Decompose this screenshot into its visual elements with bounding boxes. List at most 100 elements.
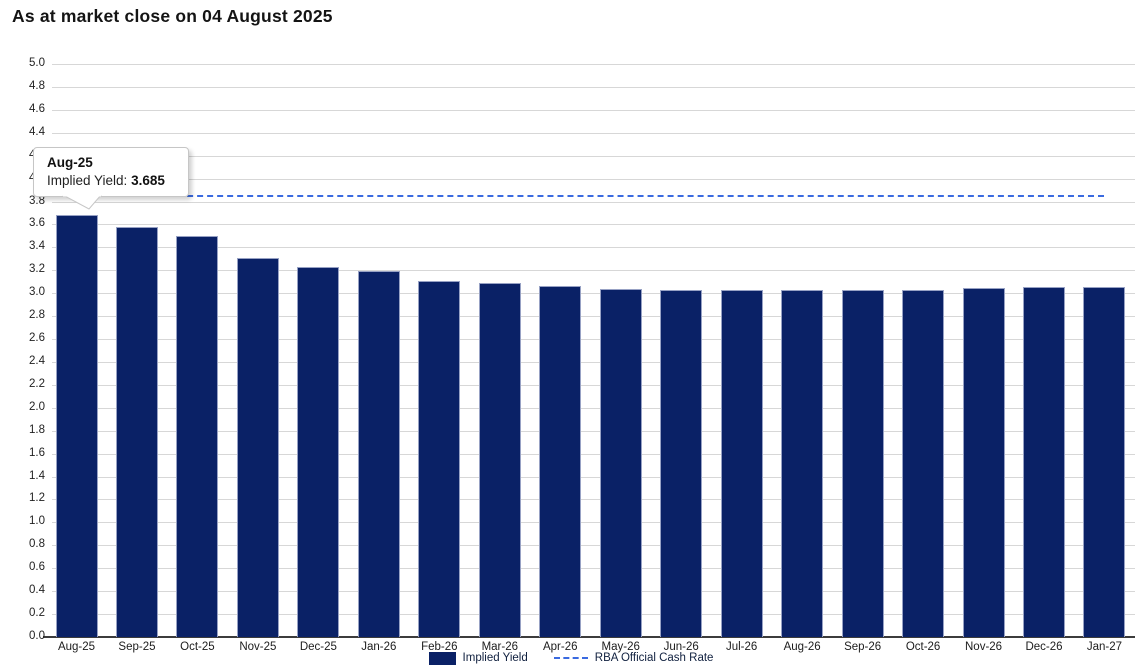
gridline [52,109,1135,111]
y-axis-tick-label: 3.8 [29,194,45,207]
y-axis-tick-label: 0.2 [29,607,45,620]
x-axis-tick-label: Oct-26 [905,641,941,653]
legend: Implied Yield RBA Official Cash Rate [0,649,1142,667]
gridline [52,155,1135,157]
y-axis-tick-label: 4.6 [29,102,45,115]
x-axis-tick-label: Oct-25 [180,641,215,653]
x-axis-tick-label: Nov-25 [239,641,277,653]
bar-nov-26[interactable] [962,288,1005,637]
y-axis-tick-label: 0.8 [29,538,45,551]
legend-item-cash-rate[interactable]: RBA Official Cash Rate [553,652,714,664]
x-axis-tick-label: Aug-25 [57,641,96,653]
dashed-line-swatch-icon [553,657,588,659]
gridline [52,614,1135,616]
x-axis-tick-label: Apr-26 [542,641,578,653]
gridline [52,64,1135,65]
y-axis-tick-label: 1.4 [29,469,45,482]
y-axis-tick-label: 1.2 [29,492,45,505]
gridline [52,384,1135,386]
bar-aug-25[interactable] [55,214,98,637]
bar-may-26[interactable] [599,289,642,637]
tooltip-series-label: Implied Yield: [47,173,128,188]
x-axis-tick-label: Dec-25 [299,641,337,653]
y-axis-tick-label: 1.0 [29,515,45,528]
y-axis-tick-label: 2.6 [29,332,45,345]
y-axis-tick-label: 0.6 [29,561,45,574]
y-axis-tick-label: 2.2 [29,377,45,390]
bar-apr-26[interactable] [539,285,582,637]
y-axis-tick-label: 3.0 [29,286,45,299]
tooltip: Aug-25 Implied Yield: 3.685 [33,147,189,210]
bar-dec-26[interactable] [1023,286,1066,637]
x-axis-line [43,636,1135,638]
gridline [52,430,1135,432]
tooltip-pointer-icon [62,195,102,210]
y-axis-tick-label: 3.6 [29,217,45,230]
tooltip-row: Implied Yield: 3.685 [47,173,175,188]
legend-item-implied-yield[interactable]: Implied Yield [428,651,528,665]
x-axis-tick-label: Jan-27 [1086,641,1123,653]
x-axis-tick-label: Dec-26 [1025,641,1063,653]
tooltip-value: 3.685 [131,173,165,188]
bar-sep-25[interactable] [115,227,158,637]
gridline [52,132,1135,134]
bar-sep-26[interactable] [841,289,884,637]
x-axis-tick-label: Nov-26 [965,641,1003,653]
x-axis-tick-label: Mar-26 [481,641,518,653]
x-axis-tick-label: May-26 [601,641,640,653]
x-axis-tick-label: Sep-25 [118,641,156,653]
y-axis-tick-label: 3.4 [29,240,45,253]
gridline [52,361,1135,363]
x-axis-tick-label: Aug-26 [783,641,821,653]
legend-label-implied-yield: Implied Yield [462,652,528,664]
bar-aug-26[interactable] [781,289,824,637]
x-axis-tick-label: Jul-26 [725,641,758,653]
chart-title: As at market close on 04 August 2025 [12,6,333,26]
gridline [52,270,1135,272]
bar-oct-25[interactable] [176,236,219,637]
y-axis-tick-label: 3.2 [29,263,45,276]
gridline [52,293,1135,295]
bar-jan-26[interactable] [357,270,400,637]
y-axis-tick-label: 4.4 [29,125,45,138]
bar-jan-27[interactable] [1083,286,1126,637]
y-axis-tick-label: 2.4 [29,354,45,367]
plot-area: 0.0 0.2 0.4 0.6 0.8 1.0 1.2 1.4 1.6 1.8 2.0 2.2 2.4 2… [29,57,1135,653]
x-axis-tick-label: Jun-26 [663,641,699,653]
gridline [52,247,1135,249]
x-axis-tick-label: Feb-26 [421,641,458,653]
y-axis-tick-label: 4.8 [29,79,45,92]
gridline [52,224,1135,226]
gridline [52,545,1135,547]
gridline [52,568,1135,570]
y-axis-tick-label: 1.6 [29,446,45,459]
gridline [52,201,1135,203]
gridline [52,316,1135,318]
gridline [52,476,1135,478]
bar-jun-26[interactable] [660,289,703,637]
gridline [52,339,1135,341]
y-axis-tick-label: 0.4 [29,584,45,597]
bar-dec-25[interactable] [297,267,340,637]
gridline [52,178,1135,180]
gridline [52,407,1135,409]
y-axis-tick-label: 2.8 [29,309,45,322]
bar-nov-25[interactable] [236,258,279,637]
legend-label-cash-rate: RBA Official Cash Rate [594,652,714,664]
gridline [52,86,1135,88]
y-axis-tick-label: 1.8 [29,423,45,436]
tooltip-category: Aug-25 [47,155,93,170]
bar-mar-26[interactable] [478,282,521,637]
bar-oct-26[interactable] [902,289,945,637]
bar-swatch-icon [428,651,456,665]
x-axis-tick-label: Jan-26 [361,641,397,653]
y-axis-tick-label: 2.0 [29,400,45,413]
bar-feb-26[interactable] [418,281,461,637]
y-axis-tick-label: 5.0 [29,57,45,69]
gridline [52,499,1135,501]
rba-cash-rate-line [76,194,1105,197]
bar-jul-26[interactable] [720,289,763,637]
gridline [52,453,1135,455]
x-axis-tick-label: Sep-26 [844,641,882,653]
